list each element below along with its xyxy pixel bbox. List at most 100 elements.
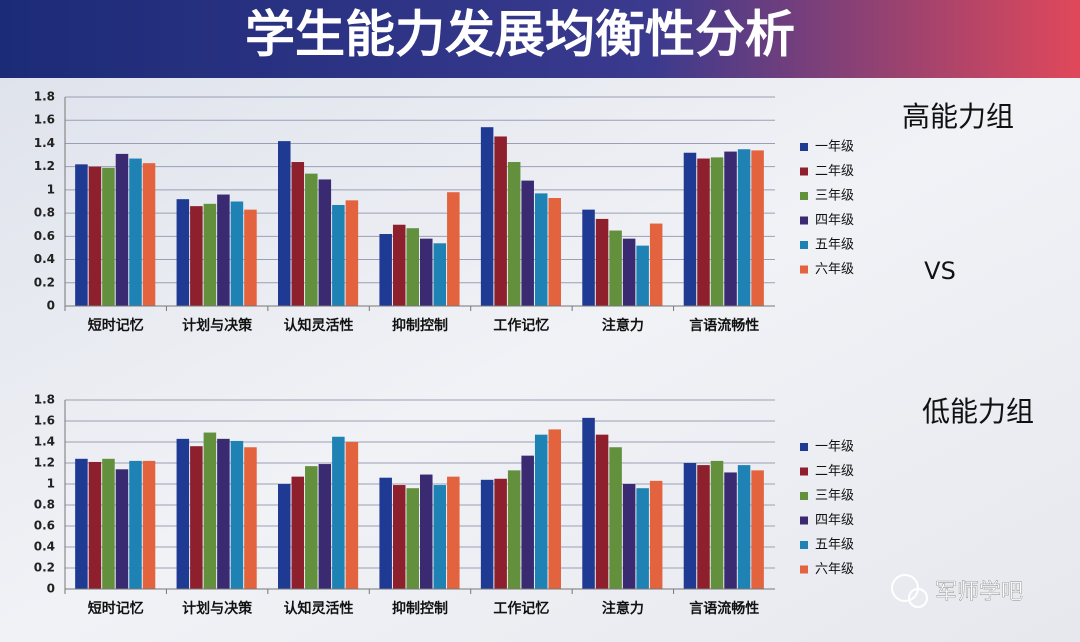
bar bbox=[230, 201, 244, 306]
legend-swatch bbox=[800, 167, 808, 176]
bar bbox=[230, 440, 244, 589]
legend-label: 五年级 bbox=[815, 538, 854, 553]
bar bbox=[217, 194, 230, 306]
bar bbox=[278, 484, 291, 589]
y-tick-label: 0.2 bbox=[34, 561, 55, 575]
watermark: 军师学吧 bbox=[891, 574, 1023, 608]
y-tick-label: 0 bbox=[47, 299, 55, 313]
bar bbox=[332, 436, 345, 589]
x-tick-label: 注意力 bbox=[602, 317, 644, 334]
bar bbox=[88, 166, 102, 306]
legend-label: 六年级 bbox=[815, 562, 854, 577]
x-tick-label: 计划与决策 bbox=[182, 600, 253, 617]
bar bbox=[244, 209, 257, 306]
legend-swatch bbox=[800, 443, 808, 451]
bar bbox=[480, 479, 494, 589]
bar bbox=[142, 460, 156, 589]
chart-title: 低能力组 bbox=[922, 395, 1034, 428]
bar bbox=[622, 238, 636, 306]
bar bbox=[115, 469, 129, 589]
bar bbox=[521, 180, 534, 306]
bar bbox=[609, 230, 622, 306]
bar bbox=[392, 224, 406, 306]
legend-swatch bbox=[800, 565, 808, 574]
bar bbox=[75, 164, 88, 306]
legend-label: 三年级 bbox=[815, 489, 854, 504]
x-tick-label: 言语流畅性 bbox=[689, 600, 759, 617]
bar bbox=[494, 478, 507, 589]
bar bbox=[305, 173, 318, 306]
legend-label: 六年级 bbox=[815, 262, 854, 277]
bar bbox=[345, 200, 359, 306]
bar bbox=[244, 447, 257, 589]
legend-label: 二年级 bbox=[815, 164, 854, 179]
x-tick-label: 计划与决策 bbox=[182, 317, 253, 334]
y-tick-label: 1.2 bbox=[34, 456, 55, 470]
y-tick-label: 1 bbox=[47, 477, 55, 491]
legend-label: 一年级 bbox=[815, 140, 854, 155]
bar bbox=[751, 470, 764, 589]
legend-swatch bbox=[800, 516, 808, 525]
x-tick-label: 短时记忆 bbox=[88, 317, 144, 334]
bar bbox=[176, 199, 190, 306]
bar bbox=[433, 485, 447, 589]
bar bbox=[622, 484, 636, 589]
bar bbox=[406, 228, 419, 306]
legend-label: 五年级 bbox=[815, 238, 854, 253]
bar bbox=[447, 192, 460, 306]
watermark-icon bbox=[908, 588, 928, 608]
y-tick-label: 1 bbox=[47, 182, 55, 196]
legend-swatch bbox=[800, 492, 808, 500]
bar bbox=[683, 463, 697, 589]
bar bbox=[710, 157, 724, 306]
bar bbox=[420, 474, 433, 589]
bar bbox=[305, 466, 318, 589]
legend-label: 一年级 bbox=[815, 440, 854, 455]
bar bbox=[636, 488, 649, 589]
bar bbox=[190, 446, 203, 589]
bar bbox=[649, 480, 663, 589]
chart: 高能力组 0 0.2 0.4 0.6 0.8 1 1.2 1.4 1.6 1.8 短时记忆 计划与决策 认… bbox=[34, 90, 1014, 335]
y-tick-label: 1.4 bbox=[34, 136, 55, 150]
bar bbox=[318, 464, 332, 589]
x-tick-label: 工作记忆 bbox=[493, 317, 549, 334]
bar bbox=[129, 158, 142, 306]
bar bbox=[217, 438, 230, 589]
bar bbox=[203, 432, 217, 589]
x-tick-label: 认知灵活性 bbox=[284, 317, 354, 334]
bar bbox=[548, 198, 561, 306]
bar bbox=[203, 203, 217, 306]
legend-label: 四年级 bbox=[815, 213, 854, 228]
bar bbox=[609, 447, 622, 589]
chart: 低能力组 0 0.2 0.4 0.6 0.8 1 1.2 1.4 1.6 1.8 短时记忆 计划与决策 认… bbox=[34, 393, 1034, 618]
legend-label: 三年级 bbox=[815, 189, 854, 204]
bar bbox=[724, 151, 737, 306]
bar bbox=[480, 127, 494, 306]
bar bbox=[433, 243, 447, 306]
legend-swatch bbox=[800, 192, 808, 200]
legend-swatch bbox=[800, 541, 808, 549]
watermark-text: 军师学吧 bbox=[935, 580, 1023, 605]
y-tick-label: 0.8 bbox=[34, 206, 55, 220]
bar bbox=[392, 485, 406, 589]
bar bbox=[318, 179, 332, 306]
bar bbox=[697, 158, 710, 306]
page-title: 学生能力发展均衡性分析 bbox=[245, 6, 795, 64]
bar bbox=[683, 152, 697, 306]
y-tick-label: 0 bbox=[47, 582, 55, 596]
bar bbox=[636, 245, 649, 306]
bar bbox=[102, 167, 115, 306]
legend-label: 四年级 bbox=[815, 513, 854, 528]
legend-label: 二年级 bbox=[815, 464, 854, 479]
bar bbox=[420, 238, 433, 306]
legend-swatch bbox=[800, 216, 808, 225]
y-tick-label: 0.2 bbox=[34, 275, 55, 289]
y-tick-label: 0.4 bbox=[34, 252, 55, 266]
bar bbox=[379, 234, 392, 306]
bar bbox=[190, 206, 203, 306]
y-tick-label: 0.4 bbox=[34, 540, 55, 554]
bar bbox=[724, 472, 737, 589]
y-tick-label: 1.8 bbox=[34, 90, 55, 104]
x-tick-label: 认知灵活性 bbox=[284, 600, 354, 617]
bar bbox=[582, 417, 595, 589]
